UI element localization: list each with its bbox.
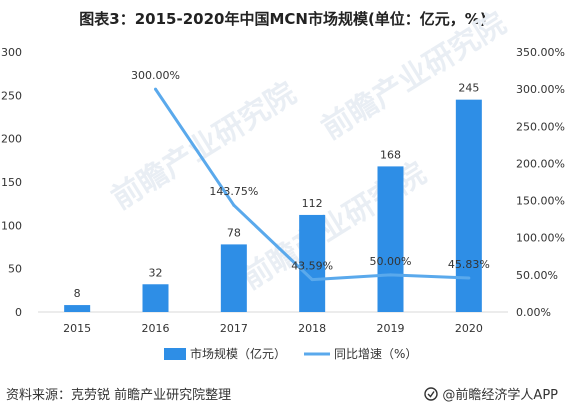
bar-value-label: 168 <box>380 148 401 161</box>
bar-value-label: 112 <box>302 197 323 210</box>
y-left-tick-label: 250 <box>1 89 22 102</box>
line-value-label: 300.00% <box>131 69 180 82</box>
y-right-tick-label: 150.00% <box>516 195 565 208</box>
y-left-tick-label: 300 <box>1 46 22 59</box>
line-value-label: 143.75% <box>209 185 258 198</box>
bar <box>377 166 404 312</box>
watermark-text: 前瞻产业研究院 <box>106 76 303 217</box>
y-right-tick-label: 200.00% <box>516 157 565 170</box>
x-tick-label: 2015 <box>63 322 91 335</box>
bar <box>455 99 482 313</box>
watermark-text: 前瞻产业研究院 <box>316 6 513 147</box>
y-right-tick-label: 100.00% <box>516 232 565 245</box>
chart-title: 图表3：2015-2020年中国MCN市场规模(单位：亿元，%) <box>79 10 487 28</box>
y-left-tick-label: 0 <box>15 306 22 319</box>
source-note: 资料来源：克劳锐 前瞻产业研究院整理 <box>6 388 232 403</box>
brand-credit: @前瞻经济学人APP <box>424 384 558 403</box>
x-tick-label: 2016 <box>142 322 170 335</box>
bar <box>220 244 247 312</box>
line-point <box>310 278 314 282</box>
line-point <box>467 276 471 280</box>
y-left-tick-label: 150 <box>1 176 22 189</box>
y-right-tick-label: 50.00% <box>516 269 558 282</box>
y-right-tick-label: 300.00% <box>516 83 565 96</box>
y-left-tick-label: 50 <box>8 263 22 276</box>
footer: 资料来源：克劳锐 前瞻产业研究院整理 @前瞻经济学人APP <box>0 384 566 403</box>
x-tick-label: 2017 <box>220 322 248 335</box>
line-value-label: 50.00% <box>370 255 412 268</box>
legend-label-line: 同比增速（%） <box>334 347 417 361</box>
brand-logo-icon <box>424 386 439 401</box>
bar-value-label: 8 <box>74 287 81 300</box>
line-value-label: 43.59% <box>291 260 333 273</box>
data-labels: 8 32 78 112 168 245 300.00% 143.75% 43.59% 50.00%… <box>74 69 490 300</box>
line-value-label: 45.83% <box>448 258 490 271</box>
chart-axes: 0 50 100 150 200 250 300 0.00% 50.00% 100.00% 150.… <box>1 46 565 335</box>
legend-label-bar: 市场规模（亿元） <box>190 346 286 361</box>
x-tick-label: 2019 <box>377 322 405 335</box>
brand-text: @前瞻经济学人APP <box>442 388 558 403</box>
line-series <box>154 87 471 282</box>
y-left-tick-label: 100 <box>1 219 22 232</box>
y-right-tick-label: 0.00% <box>516 306 551 319</box>
y-right-tick-label: 350.00% <box>516 46 565 59</box>
line-point <box>232 203 236 207</box>
bar-value-label: 245 <box>458 82 479 95</box>
bar-value-label: 78 <box>227 226 241 239</box>
bar <box>299 214 326 312</box>
y-right-tick-label: 250.00% <box>516 120 565 133</box>
y-left-tick-label: 200 <box>1 133 22 146</box>
line-point <box>154 87 157 91</box>
bar-value-label: 32 <box>149 266 163 279</box>
x-tick-label: 2020 <box>455 322 483 335</box>
bar <box>64 305 91 312</box>
x-tick-label: 2018 <box>298 322 326 335</box>
bar <box>142 284 169 312</box>
legend-swatch-bar <box>164 348 186 360</box>
line-point <box>389 273 392 277</box>
chart-legend: 市场规模（亿元） 同比增速（%） <box>164 346 417 361</box>
